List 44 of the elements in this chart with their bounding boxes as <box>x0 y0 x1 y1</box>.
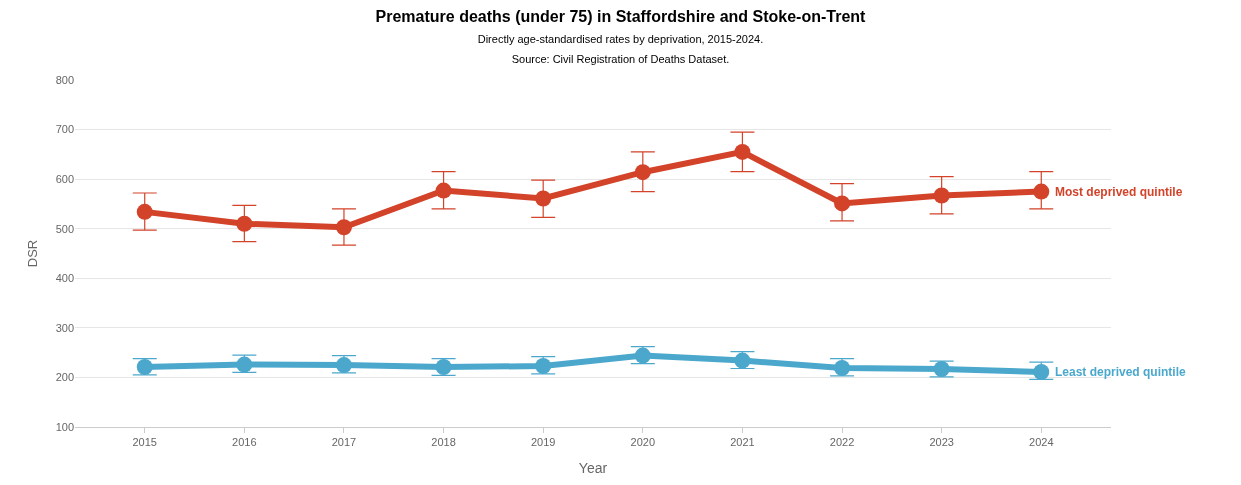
x-axis-title: Year <box>578 459 608 476</box>
y-tick-label: 300 <box>55 321 74 334</box>
point <box>933 187 950 204</box>
x-tick-label: 2023 <box>929 436 954 449</box>
point <box>933 361 950 377</box>
x-tick-label: 2015 <box>132 436 157 449</box>
point <box>335 219 352 236</box>
y-tick-label: 400 <box>55 272 74 285</box>
series-label: Most deprived quintile <box>1055 185 1183 199</box>
x-tick-label: 2019 <box>530 436 556 449</box>
y-tick-label: 700 <box>55 123 74 136</box>
point <box>734 352 751 369</box>
y-tick-label: 500 <box>55 222 74 235</box>
point <box>335 357 352 374</box>
point <box>1033 183 1050 200</box>
point <box>634 164 651 181</box>
point <box>136 203 153 220</box>
point <box>236 215 253 232</box>
point <box>236 356 253 373</box>
y-tick-label: 200 <box>55 371 74 384</box>
x-tick-label: 2018 <box>431 436 456 449</box>
point <box>734 143 751 160</box>
x-tick-label: 2022 <box>829 436 855 449</box>
point <box>136 359 153 376</box>
y-tick-label: 800 <box>55 73 74 86</box>
x-tick-label: 2016 <box>232 436 257 449</box>
chart-title: Premature deaths (under 75) in Staffordshire and Stoke-on-Trent <box>375 7 867 25</box>
x-tick-label: 2020 <box>630 436 656 449</box>
y-tick-label: 100 <box>55 420 74 433</box>
point <box>535 190 552 207</box>
y-axis-title: DSR <box>24 239 40 268</box>
x-tick-label: 2017 <box>331 436 357 449</box>
point <box>435 359 452 376</box>
point <box>834 360 851 376</box>
x-tick-label: 2021 <box>730 436 755 449</box>
point <box>535 358 552 375</box>
point <box>634 347 651 364</box>
chart-subtitle: Directly age-standardised rates by deprivation, 2015-2024. Source: Civil Registration of Deaths Dataset. <box>477 32 764 66</box>
x-tick-label: 2024 <box>1029 436 1054 449</box>
point <box>435 182 452 199</box>
point <box>834 195 851 212</box>
series-label: Least deprived quintile <box>1055 365 1187 379</box>
point <box>1033 363 1050 380</box>
y-tick-label: 600 <box>55 172 74 185</box>
